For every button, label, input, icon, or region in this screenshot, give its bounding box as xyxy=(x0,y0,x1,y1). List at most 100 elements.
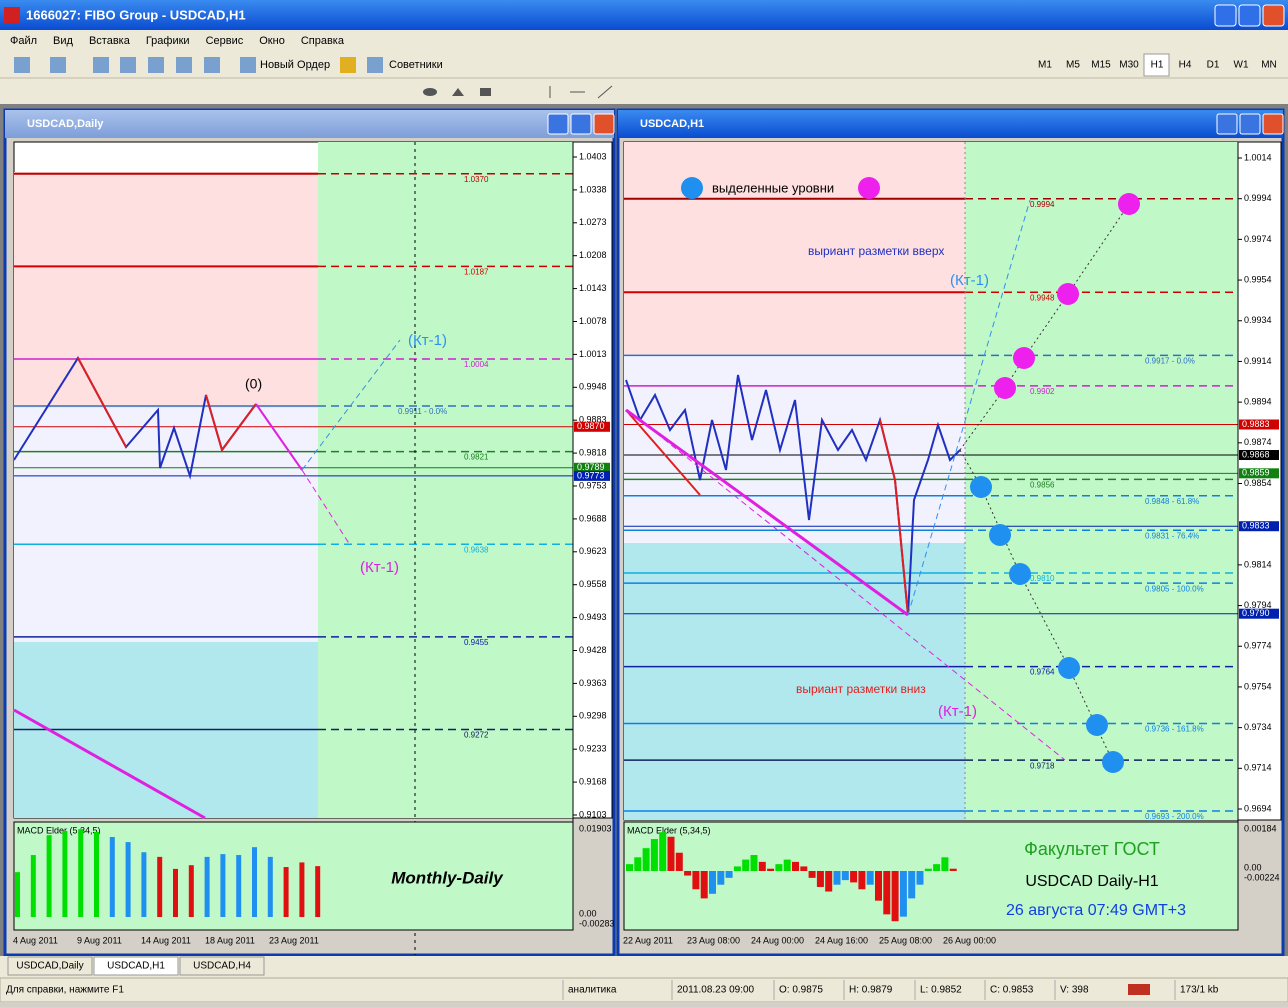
menu-item[interactable]: Файл xyxy=(10,35,37,47)
timeframe[interactable]: M5 xyxy=(1066,60,1080,71)
price-path xyxy=(301,469,351,546)
level-label: 0.9736 - 161.8% xyxy=(1145,725,1204,734)
timeframe[interactable]: W1 xyxy=(1234,60,1249,71)
macd-bar xyxy=(875,871,882,901)
y-tick-label: 1.0208 xyxy=(579,250,607,260)
menu-item[interactable]: Вставка xyxy=(89,35,131,47)
menu-item[interactable]: Окно xyxy=(259,35,285,47)
macd-tick: -0.00224 xyxy=(1244,872,1280,882)
macd-bar xyxy=(725,871,733,878)
y-tick-label: 0.9883 xyxy=(579,415,607,425)
x-tick-label: 24 Aug 00:00 xyxy=(751,935,804,945)
experts[interactable]: Советники xyxy=(389,59,443,71)
level-label: 0.9856 xyxy=(1030,481,1055,490)
macd-tick: -0.00283 xyxy=(579,918,615,928)
y-tick-label: 0.9814 xyxy=(1244,559,1272,569)
menu-item[interactable]: Сервис xyxy=(206,35,244,47)
level-label: 0.9821 xyxy=(464,453,489,462)
conn-icon xyxy=(1128,984,1150,995)
window-button[interactable] xyxy=(547,113,569,135)
level-dot xyxy=(1013,347,1035,369)
level-label: 0.9917 - 0.0% xyxy=(1145,356,1195,365)
macd-bar xyxy=(141,852,147,917)
zone-future xyxy=(965,142,1238,820)
level-label: 0.9994 xyxy=(1030,200,1055,209)
tab-label[interactable]: USDCAD,H4 xyxy=(193,961,251,972)
new-order[interactable]: Новый Ордер xyxy=(260,59,330,71)
menu-item[interactable]: Вид xyxy=(53,35,73,47)
price-path xyxy=(959,203,1130,451)
window-title-bar xyxy=(5,110,614,138)
price-marker xyxy=(1239,521,1279,532)
macd-bar xyxy=(659,832,667,871)
y-tick-label: 0.9623 xyxy=(579,546,607,556)
tab[interactable] xyxy=(7,956,93,976)
toolbar-icons[interactable] xyxy=(14,57,1040,100)
macd-bar xyxy=(267,856,273,917)
window-button[interactable] xyxy=(593,113,615,135)
annotation: (Кт-1) xyxy=(408,332,447,349)
window-buttons[interactable] xyxy=(1214,4,1285,27)
timeframe[interactable]: D1 xyxy=(1207,60,1220,71)
macd-bar xyxy=(841,871,849,881)
app-icon xyxy=(4,7,20,23)
macd-tick: 0.00 xyxy=(579,908,597,918)
level-dot xyxy=(858,177,880,199)
macd-bar xyxy=(916,871,924,885)
y-tick-label: 0.9493 xyxy=(579,612,607,622)
x-tick-label: 14 Aug 2011 xyxy=(141,935,191,945)
timeframe[interactable]: MN xyxy=(1261,60,1277,71)
window-button[interactable] xyxy=(1216,113,1238,135)
status-text: 2011.08.23 09:00 xyxy=(677,985,755,996)
tab-label[interactable]: USDCAD,H1 xyxy=(107,961,165,972)
price-marker-label: 0.9833 xyxy=(1242,521,1270,531)
tab[interactable] xyxy=(93,956,179,976)
tab-label[interactable]: USDCAD,Daily xyxy=(16,961,83,972)
info-text: 26 августа 07:49 GMT+3 xyxy=(1006,902,1186,919)
tab[interactable] xyxy=(179,956,265,976)
menu-item[interactable]: Справка xyxy=(301,35,345,47)
macd-bar xyxy=(808,871,816,878)
timeframe[interactable]: H4 xyxy=(1179,60,1192,71)
y-tick-label: 0.9934 xyxy=(1244,315,1272,325)
annotation: (Кт-1) xyxy=(360,559,399,576)
macd-tick: 0.00184 xyxy=(1244,823,1277,833)
macd-bar xyxy=(933,864,941,871)
window-button[interactable] xyxy=(570,113,592,135)
y-tick-label: 0.9794 xyxy=(1244,600,1272,610)
macd-bar xyxy=(157,856,163,917)
price-marker-label: 0.9859 xyxy=(1242,468,1270,478)
level-dot xyxy=(1118,193,1140,215)
y-tick-label: 1.0143 xyxy=(579,283,607,293)
timeframe[interactable]: M30 xyxy=(1119,60,1139,71)
price-path xyxy=(625,408,909,617)
timeframe[interactable]: H1 xyxy=(1151,60,1164,71)
level-label: 0.9805 - 100.0% xyxy=(1145,584,1204,593)
macd-bg xyxy=(13,821,574,931)
window-title: USDCAD,Daily xyxy=(27,118,104,130)
level-dot xyxy=(1057,283,1079,305)
macd-bar xyxy=(709,871,716,894)
window-title: USDCAD,H1 xyxy=(640,118,704,130)
macd-bar xyxy=(15,872,20,917)
y-tick-label: 0.9298 xyxy=(579,711,607,721)
window-button[interactable] xyxy=(1262,113,1284,135)
macd-bar xyxy=(188,865,194,917)
level-dot xyxy=(1009,563,1031,585)
timeframe[interactable]: M1 xyxy=(1038,60,1052,71)
macd-bar xyxy=(775,864,783,871)
window-button[interactable] xyxy=(1239,113,1261,135)
price-marker-label: 0.9868 xyxy=(1242,449,1270,459)
y-tick-label: 0.9233 xyxy=(579,744,607,754)
price-path xyxy=(77,357,127,448)
macd-bar xyxy=(891,871,899,922)
macd-tick: 0.00 xyxy=(1244,862,1262,872)
y-tick-label: 0.9948 xyxy=(579,382,607,392)
price-path xyxy=(625,409,701,496)
y-tick-label: 0.9694 xyxy=(1244,803,1272,813)
macd-label: MACD Elder (5,34,5) xyxy=(627,825,711,835)
level-label: 0.9831 - 76.4% xyxy=(1145,531,1199,540)
timeframe[interactable]: M15 xyxy=(1091,60,1111,71)
macd-bar xyxy=(684,871,692,876)
menu-item[interactable]: Графики xyxy=(146,35,190,47)
